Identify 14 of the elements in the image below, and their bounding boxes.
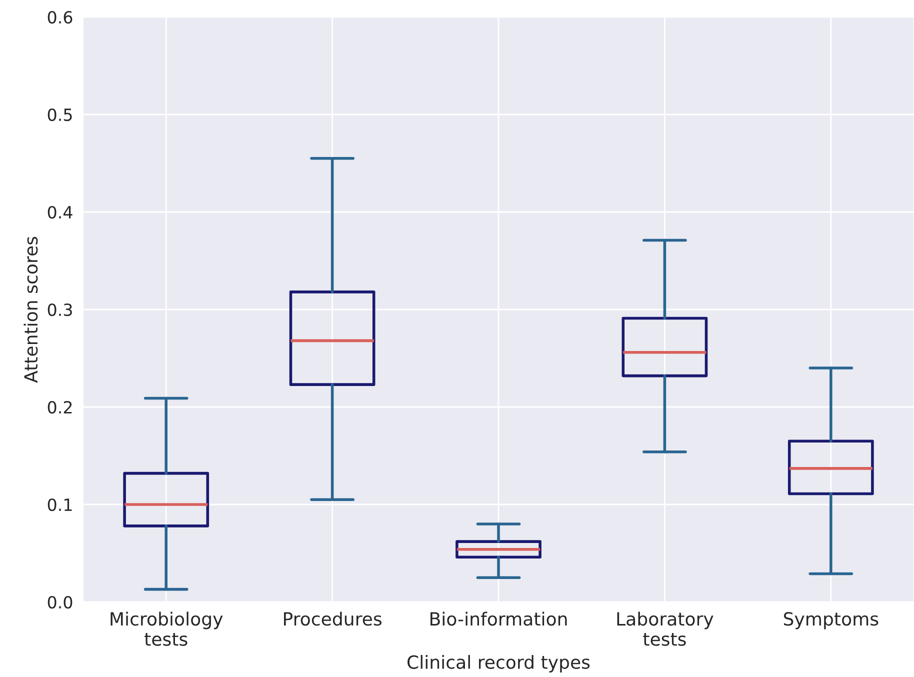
y-tick-label: 0.2 — [48, 400, 72, 414]
x-tick-label: Symptoms — [784, 612, 878, 630]
y-tick-label: 0.3 — [48, 303, 72, 316]
y-tick-label: 0.1 — [48, 498, 72, 512]
x-tick-label: Laboratory tests — [617, 612, 714, 646]
y-tick-label: 0.6 — [48, 10, 72, 24]
y-tick-label: 0.5 — [48, 108, 72, 122]
x-tick-label: Bio-information — [430, 612, 567, 626]
y-tick-label: 0.4 — [48, 206, 72, 219]
x-axis-title: Clinical record types — [408, 654, 590, 672]
y-tick-label: 0.0 — [48, 596, 72, 609]
y-axis-title: Attention scores — [24, 236, 38, 383]
x-tick-label: Microbiology tests — [110, 612, 223, 646]
x-tick-label: Procedures — [284, 612, 382, 626]
